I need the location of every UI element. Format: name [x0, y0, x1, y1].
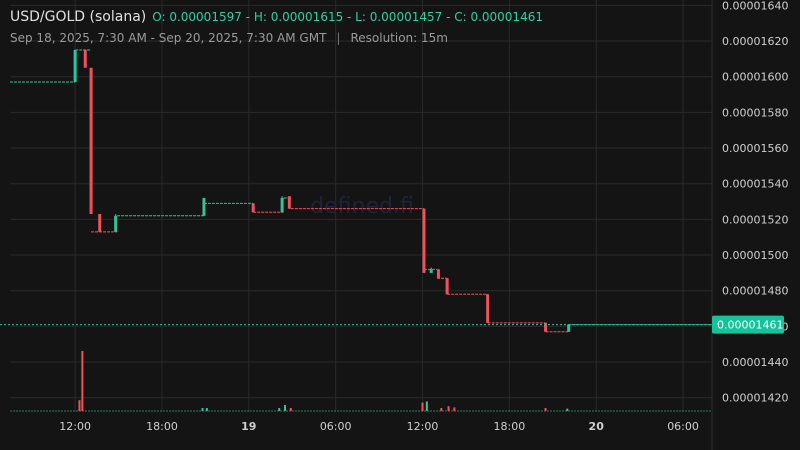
y-tick-label: 0.00001500: [722, 249, 788, 262]
y-tick-label: 0.00001560: [722, 142, 788, 155]
x-tick-label: 20: [589, 420, 605, 433]
x-tick-label: 19: [241, 420, 256, 433]
volume-bar: [544, 408, 547, 411]
last-price-badge: [712, 315, 784, 334]
candle-body: [251, 203, 255, 213]
y-tick-label: 0.00001640: [722, 0, 788, 12]
x-axis[interactable]: 12:00 18:00 19 06:00 12:00 18:00 20 06:00: [59, 420, 699, 433]
candle-body: [429, 269, 433, 273]
y-tick-label: 0.00001600: [722, 71, 788, 84]
volume-bar: [440, 408, 443, 411]
volume-bar: [425, 401, 428, 411]
y-tick-label: 0.00001420: [722, 392, 788, 405]
volume-bar: [447, 406, 450, 411]
watermark: defined.fi: [310, 194, 414, 219]
last-price: 0.00001461: [0, 315, 784, 334]
y-tick-label: 0.00001480: [722, 285, 788, 298]
candle-body: [280, 197, 284, 213]
candle-body: [114, 215, 118, 232]
x-tick-label: 12:00: [59, 420, 91, 433]
volume-bar: [566, 408, 569, 411]
last-price-label: 0.00001461: [717, 319, 783, 332]
x-tick-label: 18:00: [494, 420, 526, 433]
grid-lines: [10, 0, 713, 450]
y-tick-label: 0.00001580: [722, 106, 788, 119]
volume-bar: [278, 408, 281, 411]
volume-bars: [10, 351, 712, 412]
y-tick-label: 0.00001620: [722, 35, 788, 48]
candle-body: [422, 208, 426, 273]
candle-body: [287, 196, 291, 209]
y-axis[interactable]: 0.00001640 0.00001620 0.00001600 0.00001580…: [722, 0, 788, 405]
y-tick-label: 0.00001440: [722, 356, 788, 369]
candle-body: [98, 214, 102, 232]
x-tick-label: 18:00: [146, 420, 178, 433]
x-tick-label: 12:00: [407, 420, 439, 433]
candle-body: [544, 322, 548, 332]
volume-bar: [453, 407, 456, 411]
candle-body: [73, 49, 77, 83]
candle-body: [202, 197, 206, 216]
candle-body: [445, 278, 449, 295]
volume-bar: [289, 408, 292, 411]
x-tick-label: 06:00: [667, 420, 699, 433]
volume-bar: [284, 405, 287, 411]
candle-body: [436, 269, 440, 279]
volume-bar: [205, 408, 208, 411]
candle-body: [567, 324, 571, 332]
y-tick-label: 0.00001520: [722, 213, 788, 226]
volume-bar: [421, 402, 424, 411]
volume-bar: [78, 400, 81, 411]
candle-body: [83, 49, 87, 68]
candle-body: [89, 67, 93, 215]
volume-bar: [201, 408, 204, 411]
x-tick-label: 06:00: [320, 420, 352, 433]
volume-bar: [81, 351, 84, 411]
candle-body: [486, 294, 490, 323]
price-series: [10, 49, 712, 333]
y-tick-label: 0.00001540: [722, 178, 788, 191]
